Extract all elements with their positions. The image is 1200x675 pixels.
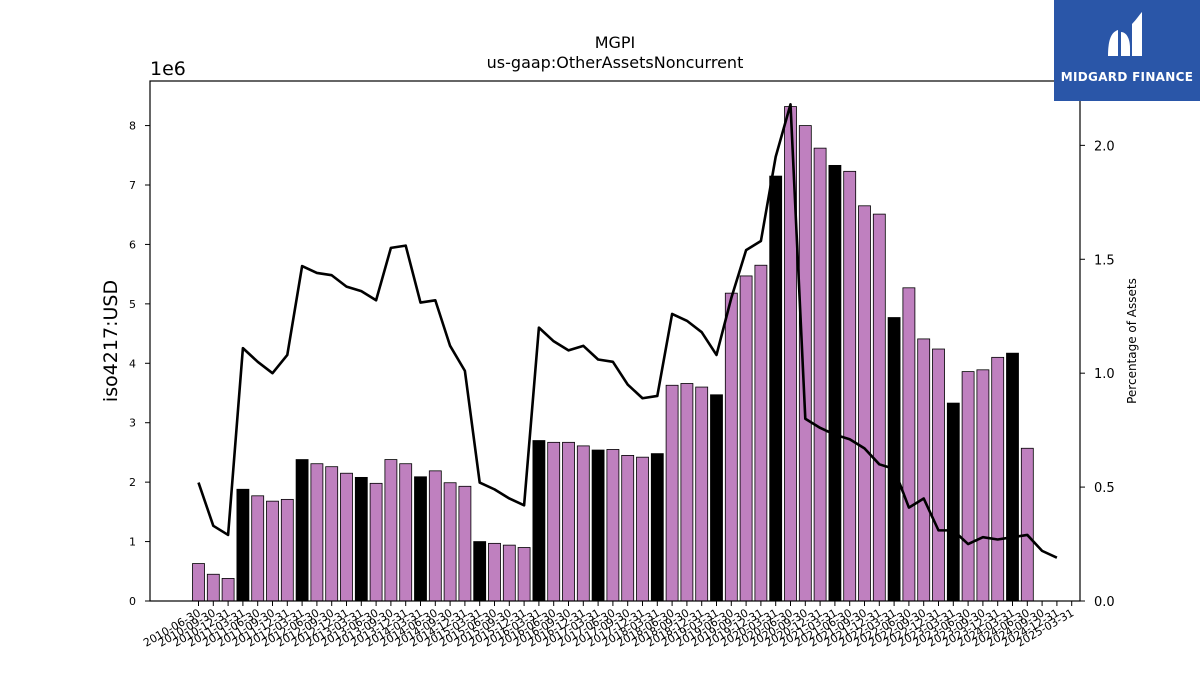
- bar: [946, 402, 960, 602]
- bar: [991, 356, 1005, 602]
- bar: [340, 472, 353, 602]
- y-tick-label: 0: [129, 595, 136, 608]
- bar: [872, 213, 886, 602]
- bar: [369, 482, 383, 602]
- bar: [399, 463, 413, 602]
- brand-logo: MIDGARD FINANCE: [1054, 0, 1200, 101]
- bar: [961, 371, 975, 602]
- bar: [236, 488, 250, 602]
- y2-axis: 0.0 0.5 1.0 1.5 2.0: [1080, 139, 1115, 610]
- bar: [428, 470, 442, 602]
- y-axis-label: iso4217:USD: [100, 280, 122, 402]
- bar: [547, 441, 561, 602]
- y2-tick-label: 2.0: [1094, 139, 1115, 154]
- bar: [636, 456, 649, 602]
- y-tick-label: 6: [129, 238, 136, 251]
- bar: [280, 498, 294, 602]
- bar: [384, 459, 398, 602]
- y-tick-label: 3: [129, 417, 136, 430]
- bar: [562, 441, 575, 602]
- bar: [798, 125, 812, 602]
- bar: [932, 348, 945, 602]
- bar: [665, 384, 679, 602]
- plot-frame: [149, 80, 1081, 602]
- logo-mark-icon: [1108, 12, 1142, 56]
- bar: [591, 449, 605, 602]
- bar: [221, 578, 235, 602]
- bar: [1006, 352, 1019, 602]
- y-tick-label: 8: [129, 120, 136, 133]
- y-axis: 0 1 2 3 4 5 6 7 8: [129, 120, 150, 608]
- y-tick-label: 4: [129, 357, 136, 370]
- bar: [266, 500, 279, 602]
- y2-axis-label: Percentage of Assets: [1125, 278, 1139, 404]
- bar: [769, 175, 783, 602]
- y-tick-label: 7: [129, 179, 136, 192]
- bar: [488, 542, 501, 602]
- x-axis: 2010-06-302010-09-302010-12-312011-03-31…: [141, 601, 1076, 650]
- y2-tick-label: 0.0: [1094, 595, 1115, 610]
- bar: [295, 459, 309, 602]
- chart-title: MGPI: [595, 33, 636, 52]
- bar: [251, 495, 265, 602]
- y-tick-label: 2: [129, 476, 136, 489]
- bar: [458, 485, 472, 602]
- y-multiplier-label: 1e6: [150, 58, 186, 80]
- bar: [206, 573, 220, 602]
- bar: [532, 440, 546, 602]
- bar-series: [192, 106, 1034, 602]
- bar: [517, 547, 531, 602]
- chart-subtitle: us-gaap:OtherAssetsNoncurrent: [487, 53, 744, 72]
- bar: [917, 338, 931, 602]
- bar: [576, 445, 590, 602]
- y2-tick-label: 0.5: [1094, 481, 1115, 496]
- bar: [1020, 447, 1034, 602]
- bar: [739, 275, 753, 602]
- y2-tick-label: 1.5: [1094, 253, 1115, 268]
- bar: [858, 205, 871, 602]
- bar: [650, 453, 664, 602]
- bar: [621, 454, 635, 602]
- bar: [606, 449, 620, 602]
- bar: [902, 287, 916, 602]
- bar: [843, 170, 857, 602]
- y-tick-label: 1: [129, 536, 136, 549]
- y-tick-label: 5: [129, 298, 136, 311]
- bar: [976, 369, 990, 602]
- bar: [680, 383, 694, 602]
- bar: [813, 147, 827, 602]
- y2-tick-label: 1.0: [1094, 367, 1115, 382]
- bar: [473, 541, 487, 602]
- logo-text: MIDGARD FINANCE: [1060, 70, 1194, 84]
- bar: [710, 394, 723, 602]
- bar: [192, 563, 205, 602]
- bar: [325, 466, 339, 602]
- percentage-line: [197, 103, 1058, 559]
- bar: [354, 476, 368, 602]
- bar: [724, 292, 738, 602]
- bar: [828, 164, 842, 602]
- bar: [310, 463, 324, 602]
- bar: [443, 482, 457, 602]
- bar: [414, 476, 427, 602]
- bar: [887, 317, 901, 602]
- bar: [754, 264, 768, 602]
- bar: [695, 386, 709, 602]
- bar: [502, 544, 516, 602]
